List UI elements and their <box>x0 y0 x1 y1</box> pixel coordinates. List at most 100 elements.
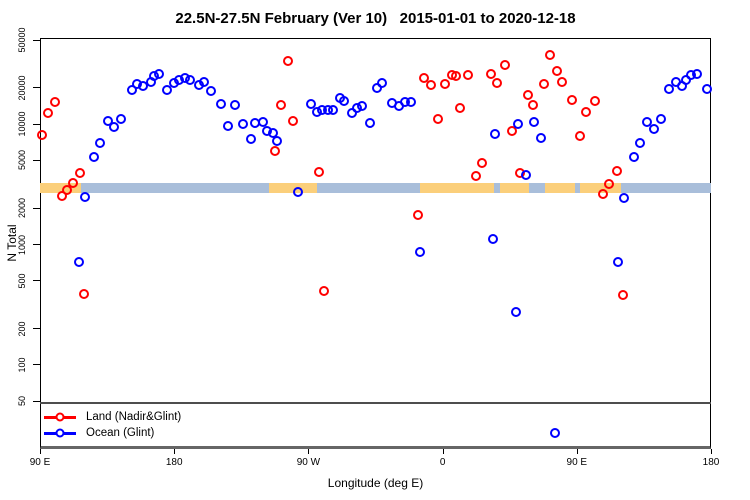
y-tick <box>33 123 40 125</box>
data-point-land <box>439 79 450 90</box>
data-point-ocean <box>664 84 675 95</box>
data-point-land <box>612 165 623 176</box>
data-point-ocean <box>364 117 375 128</box>
data-point-land <box>506 125 517 136</box>
data-point-land <box>552 65 563 76</box>
data-point-ocean <box>109 122 120 133</box>
data-point-ocean <box>74 256 85 267</box>
y-tick <box>33 328 40 330</box>
data-point-land <box>598 189 609 200</box>
data-point-ocean <box>512 119 523 130</box>
y-tick-label: 100 <box>17 357 27 373</box>
data-point-ocean <box>103 116 114 127</box>
data-point-ocean <box>488 234 499 245</box>
x-axis-label: Longitude (deg E) <box>327 476 424 490</box>
map-band-land-segment <box>500 182 530 194</box>
data-point-land <box>79 288 90 299</box>
data-point-land <box>471 171 481 182</box>
data-point-ocean <box>490 129 501 140</box>
data-point-land <box>62 184 73 195</box>
legend-marker-land <box>44 411 76 423</box>
data-point-ocean <box>629 152 640 163</box>
data-point-land <box>500 59 511 70</box>
data-point-land <box>567 94 578 105</box>
data-point-ocean <box>292 187 303 198</box>
data-point-ocean <box>271 135 282 146</box>
data-point-land <box>419 72 430 83</box>
x-tick <box>308 449 310 454</box>
data-point-land <box>67 177 78 188</box>
data-point-land <box>603 178 614 189</box>
data-point-ocean <box>613 256 624 267</box>
data-point-land <box>581 107 592 118</box>
y-tick-label: 200 <box>17 321 27 337</box>
map-band-land-segment <box>40 182 82 194</box>
x-tick <box>711 449 712 454</box>
data-point-ocean <box>377 78 388 89</box>
y-tick-label: 5000 <box>17 150 27 171</box>
data-point-ocean <box>161 85 172 96</box>
map-band-ocean-segment <box>494 182 501 194</box>
data-point-land <box>270 145 281 156</box>
data-point-land <box>462 69 473 80</box>
data-point-ocean <box>305 98 316 109</box>
data-point-ocean <box>327 105 338 116</box>
y-tick <box>33 280 40 282</box>
data-point-land <box>74 167 85 178</box>
data-point-ocean <box>258 117 269 128</box>
legend-item-ocean: Ocean (Glint) <box>44 425 181 441</box>
x-tick-label: 90 W <box>296 457 321 468</box>
data-point-land <box>412 210 423 221</box>
x-tick <box>40 449 41 454</box>
data-point-land <box>319 286 330 297</box>
map-band-ocean-segment <box>575 182 580 194</box>
data-point-land <box>522 90 533 101</box>
map-band-ocean-segment <box>620 182 711 194</box>
y-tick-label: 50 <box>17 396 27 407</box>
y-tick <box>33 87 40 89</box>
data-point-ocean <box>649 124 660 135</box>
map-band-ocean-segment <box>81 182 270 194</box>
data-point-ocean <box>246 134 257 145</box>
data-point-land <box>454 102 465 113</box>
data-point-land <box>450 70 461 81</box>
data-point-ocean <box>185 74 196 85</box>
y-tick-label: 10000 <box>17 111 27 137</box>
y-tick-label: 2000 <box>17 198 27 219</box>
data-point-land <box>50 96 61 107</box>
x-tick-label: 180 <box>165 457 183 468</box>
data-point-land <box>275 99 286 110</box>
data-point-land <box>575 131 586 142</box>
data-point-ocean <box>634 138 645 149</box>
legend-label-land: Land (Nadir&Glint) <box>86 411 182 423</box>
reference-line <box>40 402 711 405</box>
data-point-ocean <box>237 118 248 129</box>
data-point-ocean <box>198 77 209 88</box>
y-tick-label: 20000 <box>17 75 27 101</box>
data-point-ocean <box>521 169 532 180</box>
data-point-land <box>314 167 325 178</box>
y-tick <box>33 159 40 161</box>
legend-marker-ocean <box>44 427 76 439</box>
x-tick-label: 180 <box>702 457 720 468</box>
data-point-land <box>283 56 294 67</box>
data-point-ocean <box>357 101 368 112</box>
chart-title: 22.5N-27.5N February (Ver 10) 2015-01-01… <box>175 10 576 27</box>
data-point-ocean <box>215 98 226 109</box>
data-point-ocean <box>347 108 358 119</box>
data-point-land <box>57 190 68 201</box>
y-tick <box>33 207 40 209</box>
data-point-ocean <box>691 69 702 80</box>
map-band-land-segment <box>419 182 495 194</box>
data-point-ocean <box>619 192 630 203</box>
y-tick-label: 1000 <box>17 234 27 255</box>
data-point-ocean <box>549 428 560 439</box>
y-tick <box>33 400 40 402</box>
data-point-land <box>425 79 436 90</box>
x-tick <box>442 449 444 454</box>
plot-border <box>40 38 711 449</box>
data-point-land <box>42 107 53 118</box>
x-tick-label: 90 E <box>29 457 51 468</box>
map-band-land-segment <box>579 182 621 194</box>
